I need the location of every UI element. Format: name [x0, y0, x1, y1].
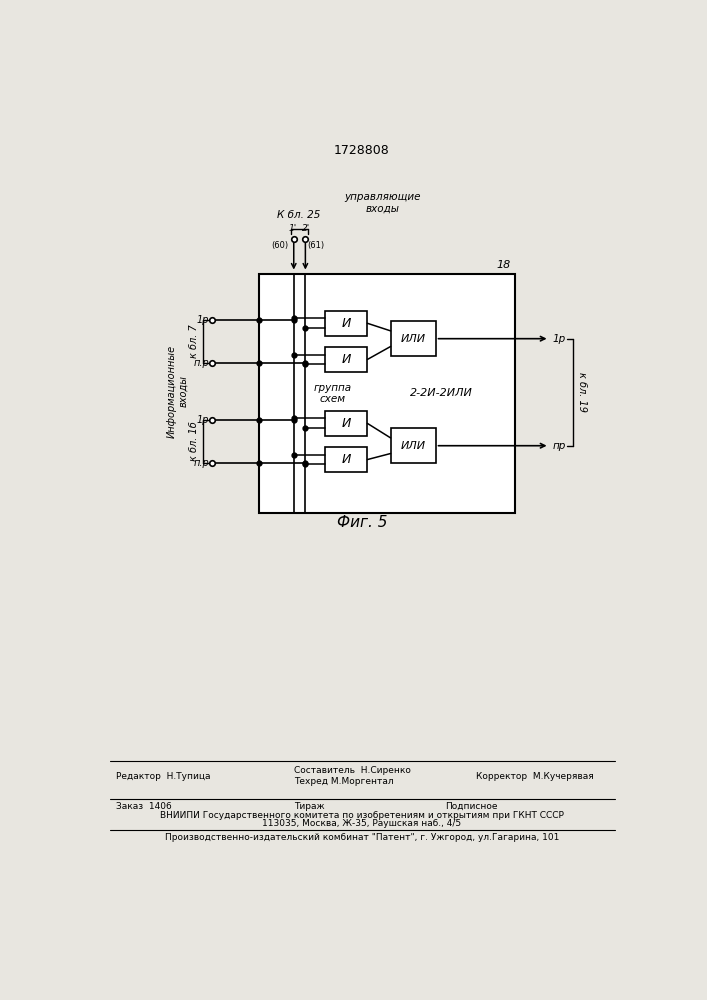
Text: Тираж: Тираж	[293, 802, 325, 811]
Text: пр: пр	[553, 441, 566, 451]
Text: 1р: 1р	[197, 415, 209, 425]
Text: Фиг. 5: Фиг. 5	[337, 515, 387, 530]
Text: п.р: п.р	[194, 458, 209, 468]
Text: к бл. 1б: к бл. 1б	[189, 422, 199, 461]
Text: к бл. 19: к бл. 19	[577, 372, 587, 412]
Bar	[325, 347, 368, 372]
Text: 2-2И-2ИЛИ: 2-2И-2ИЛИ	[409, 388, 472, 398]
Text: К бл. 25: К бл. 25	[277, 210, 321, 220]
Text: 1728808: 1728808	[334, 144, 390, 157]
Text: 18: 18	[496, 260, 510, 270]
Text: группа
схем: группа схем	[313, 383, 351, 404]
Text: И: И	[341, 353, 351, 366]
Bar	[259, 274, 515, 513]
Text: ИЛИ: ИЛИ	[401, 441, 426, 451]
Bar	[325, 311, 368, 336]
Text: И: И	[341, 317, 351, 330]
Text: Редактор  Н.Тупица: Редактор Н.Тупица	[115, 772, 210, 781]
Text: управляющие
входы: управляющие входы	[344, 192, 421, 214]
Text: 1р: 1р	[553, 334, 566, 344]
Bar	[391, 321, 436, 356]
Text: Производственно-издательский комбинат "Патент", г. Ужгород, ул.Гагарина, 101: Производственно-издательский комбинат "П…	[165, 833, 559, 842]
Text: Техред М.Моргентал: Техред М.Моргентал	[293, 777, 393, 786]
Text: Составитель  Н.Сиренко: Составитель Н.Сиренко	[293, 766, 411, 775]
Text: Информационные
входы: Информационные входы	[167, 345, 188, 438]
Text: 2': 2'	[302, 224, 310, 233]
Text: п.р: п.р	[194, 358, 209, 368]
Text: (61): (61)	[308, 241, 325, 250]
Bar	[325, 447, 368, 472]
Text: Корректор  М.Кучерявая: Корректор М.Кучерявая	[476, 772, 594, 781]
Text: 113035, Москва, Ж-35, Раушская наб., 4/5: 113035, Москва, Ж-35, Раушская наб., 4/5	[262, 819, 462, 828]
Text: И: И	[341, 417, 351, 430]
Text: к бл. 7: к бл. 7	[189, 324, 199, 358]
Text: Заказ  1406: Заказ 1406	[115, 802, 171, 811]
Text: ВНИИПИ Государственного комитета по изобретениям и открытиям при ГКНТ СССР: ВНИИПИ Государственного комитета по изоб…	[160, 811, 564, 820]
Text: Подписное: Подписное	[445, 802, 498, 811]
Text: 1р: 1р	[197, 315, 209, 325]
Text: (60): (60)	[271, 241, 288, 250]
Text: ИЛИ: ИЛИ	[401, 334, 426, 344]
Text: 1': 1'	[289, 224, 297, 233]
Text: И: И	[341, 453, 351, 466]
Bar	[391, 428, 436, 463]
Bar	[325, 411, 368, 436]
